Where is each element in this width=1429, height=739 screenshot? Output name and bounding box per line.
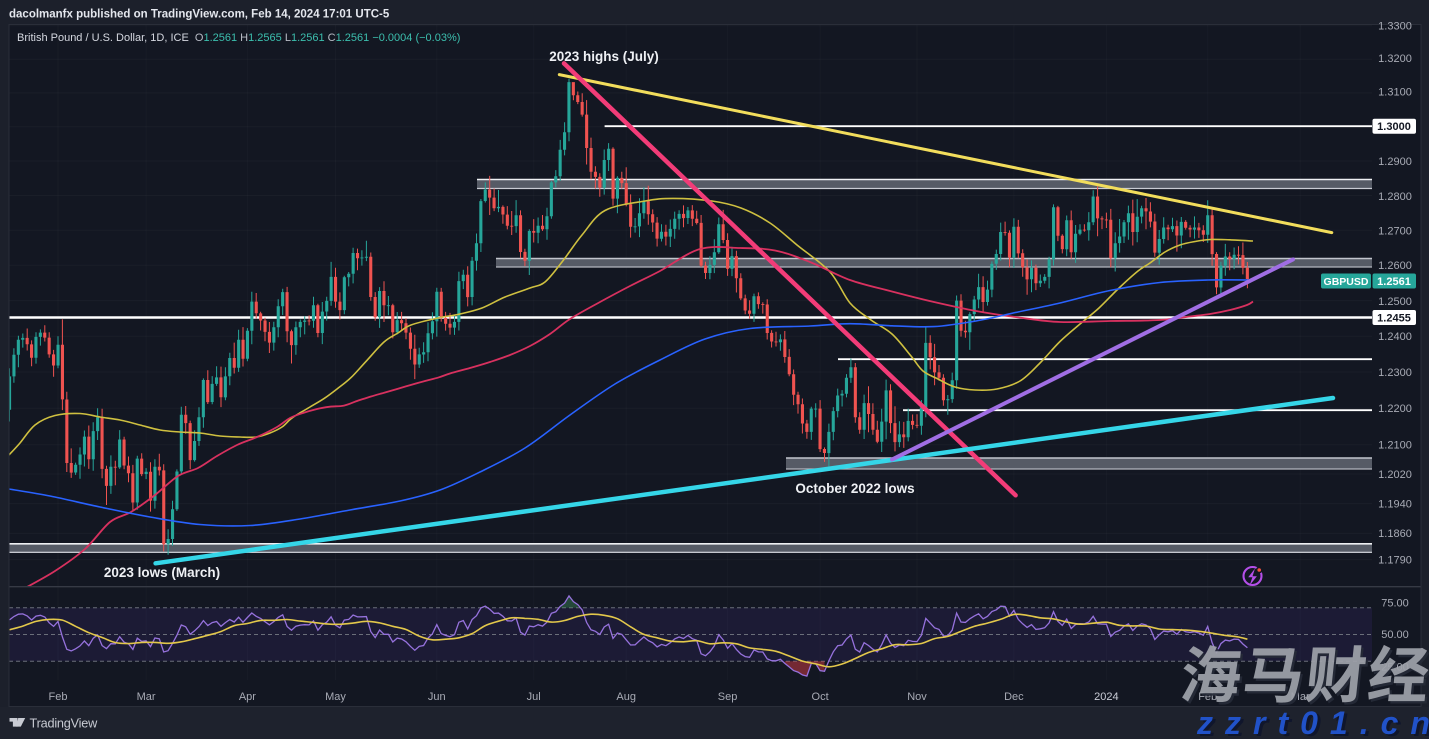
svg-text:zzrt01.cn: zzrt01.cn: [1196, 705, 1429, 739]
svg-text:dacolmanfx published on Tradin: dacolmanfx published on TradingView.com,…: [9, 9, 390, 21]
svg-text:zzrt01.cn: zzrt01.cn: [1199, 707, 1429, 739]
svg-text:1.1860: 1.1860: [1378, 528, 1412, 540]
svg-text:1.3100: 1.3100: [1378, 87, 1412, 99]
svg-text:British Pound / U.S. Dollar, 1: British Pound / U.S. Dollar, 1D, ICE O1.…: [17, 32, 460, 44]
svg-text:1.2800: 1.2800: [1378, 191, 1412, 203]
svg-text:1.2561: 1.2561: [1377, 276, 1411, 288]
svg-text:Dec: Dec: [1004, 691, 1024, 703]
svg-text:Aug: Aug: [616, 691, 636, 703]
svg-text:2024: 2024: [1094, 691, 1118, 703]
svg-text:Jun: Jun: [428, 691, 446, 703]
svg-text:1.2500: 1.2500: [1378, 296, 1412, 308]
svg-text:1.3300: 1.3300: [1378, 21, 1412, 33]
svg-text:2023 lows (March): 2023 lows (March): [104, 565, 220, 580]
svg-text:May: May: [325, 691, 346, 703]
svg-text:1.2300: 1.2300: [1378, 367, 1412, 379]
svg-text:1.1940: 1.1940: [1378, 498, 1412, 510]
svg-text:50.00: 50.00: [1381, 629, 1409, 641]
svg-text:Jul: Jul: [527, 691, 541, 703]
svg-text:1.3200: 1.3200: [1378, 53, 1412, 65]
svg-text:1.3000: 1.3000: [1377, 121, 1411, 133]
svg-text:1.2020: 1.2020: [1378, 469, 1412, 481]
svg-text:Mar: Mar: [137, 691, 156, 703]
svg-text:Feb: Feb: [49, 691, 68, 703]
svg-text:1.2200: 1.2200: [1378, 403, 1412, 415]
svg-text:GBPUSD: GBPUSD: [1324, 276, 1369, 288]
svg-text:Apr: Apr: [239, 691, 256, 703]
svg-text:Oct: Oct: [812, 691, 829, 703]
svg-text:75.00: 75.00: [1381, 597, 1409, 609]
svg-text:Sep: Sep: [718, 691, 738, 703]
svg-text:1.2455: 1.2455: [1377, 313, 1411, 325]
svg-text:1.2900: 1.2900: [1378, 156, 1412, 168]
svg-text:TradingView: TradingView: [30, 717, 99, 731]
svg-text:1.2700: 1.2700: [1378, 225, 1412, 237]
svg-text:Nov: Nov: [907, 691, 927, 703]
svg-text:1.1790: 1.1790: [1378, 554, 1412, 566]
svg-text:October 2022 lows: October 2022 lows: [795, 481, 914, 496]
svg-text:2023 highs (July): 2023 highs (July): [549, 49, 659, 64]
svg-text:1.2600: 1.2600: [1378, 260, 1412, 272]
svg-text:1.2100: 1.2100: [1378, 440, 1412, 452]
svg-text:1.2400: 1.2400: [1378, 331, 1412, 343]
